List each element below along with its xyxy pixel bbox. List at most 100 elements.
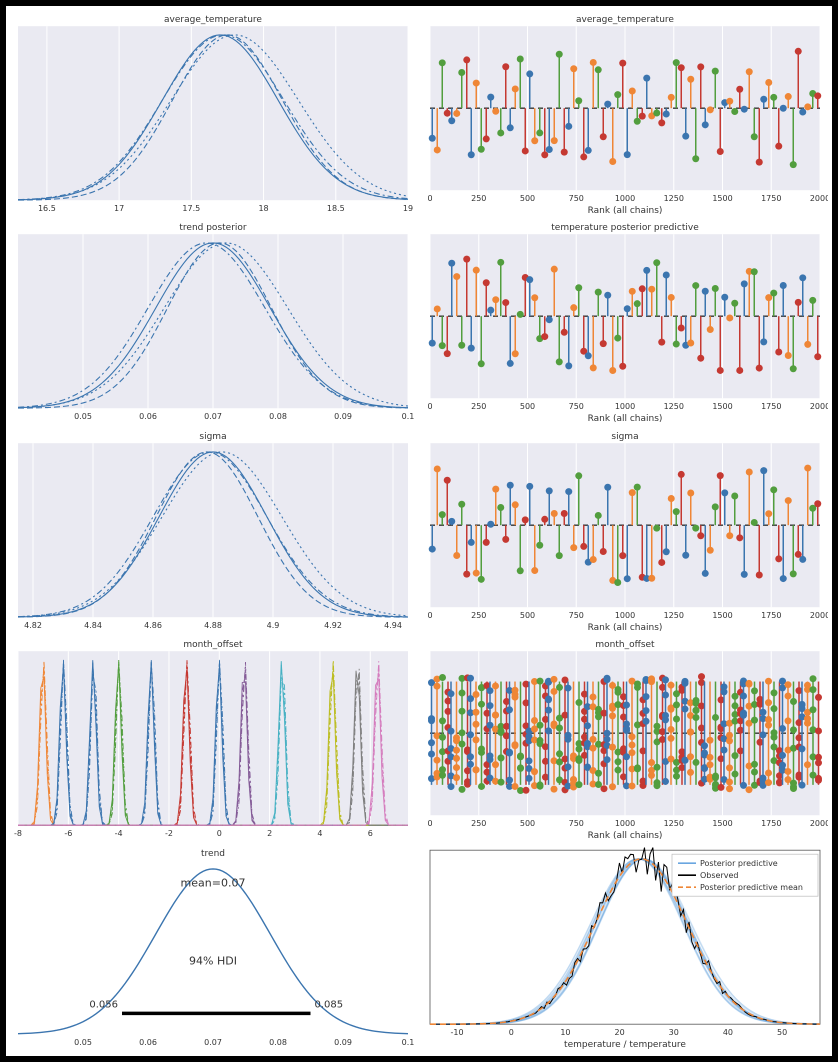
rank-marker <box>697 532 704 539</box>
rank-marker <box>751 519 758 526</box>
rank-marker <box>760 467 767 474</box>
rank-marker <box>765 510 772 517</box>
rank-marker <box>717 472 724 479</box>
rank-marker <box>536 129 543 136</box>
rank-marker <box>799 108 806 115</box>
x-tick-label: 6 <box>368 829 373 838</box>
rank-marker <box>629 87 636 94</box>
panel-grid: 16.51717.51818.519average_temperature 02… <box>10 12 828 1050</box>
rank-marker <box>551 786 558 793</box>
x-tick-label: 4.88 <box>204 621 222 630</box>
x-tick-label: 750 <box>569 611 584 620</box>
panel-kde-sigma: 4.824.844.864.884.94.924.94sigma <box>10 429 416 633</box>
panel-rank-sigma: 025050075010001250150017502000sigmaRank … <box>422 429 828 633</box>
rank-marker <box>726 532 733 539</box>
rank-marker <box>712 68 719 75</box>
panel-kde-month-offset: -8-6-4-20246month_offset <box>10 637 416 841</box>
rank-marker <box>756 571 763 578</box>
rank-marker <box>692 282 699 289</box>
rank-marker <box>717 148 724 155</box>
rank-marker <box>546 146 553 153</box>
rank-marker <box>678 471 685 478</box>
x-tick-label: 1000 <box>615 403 635 412</box>
rank-marker <box>736 534 743 541</box>
rank-marker <box>785 352 792 359</box>
rank-marker <box>561 510 568 517</box>
x-tick-label: 1250 <box>664 403 684 412</box>
rank-marker <box>653 109 660 116</box>
rank-marker <box>541 516 548 523</box>
panel-kde-trend: 0.050.060.070.080.090.1trend posterior <box>10 220 416 424</box>
rank-marker <box>439 511 446 518</box>
rank-marker <box>463 256 470 263</box>
x-tick-label: 2000 <box>810 403 828 412</box>
rank-marker <box>497 504 504 511</box>
rank-marker <box>556 359 563 366</box>
x-tick-label: 1500 <box>712 194 732 203</box>
rank-marker <box>717 367 724 374</box>
x-tick-label: 4.86 <box>144 621 162 630</box>
rank-marker <box>565 123 572 130</box>
panel-title: sigma <box>199 432 226 442</box>
legend-label: Posterior predictive <box>700 859 778 868</box>
x-tick-label: 0 <box>509 1028 514 1037</box>
rank-marker <box>600 548 607 555</box>
rank-marker <box>565 363 572 370</box>
x-tick-label: 1250 <box>664 611 684 620</box>
rank-marker <box>580 153 587 160</box>
x-tick-label: -8 <box>14 829 22 838</box>
x-tick-label: 2 <box>267 829 272 838</box>
panel-kde-avg-temp: 16.51717.51818.519average_temperature <box>10 12 416 216</box>
rank-marker <box>673 508 680 515</box>
rank-marker <box>790 161 797 168</box>
rank-marker <box>458 501 465 508</box>
rank-marker <box>561 329 568 336</box>
x-tick-label: 4.92 <box>324 621 342 630</box>
rank-marker <box>760 96 767 103</box>
x-tick-label: 10 <box>560 1028 570 1037</box>
rank-marker <box>751 269 758 276</box>
rank-marker <box>590 556 597 563</box>
rank-marker <box>785 93 792 100</box>
rank-marker <box>770 94 777 101</box>
x-tick-label: 17 <box>114 204 124 213</box>
x-tick-label: 0.08 <box>269 413 287 422</box>
x-tick-label: 1500 <box>712 611 732 620</box>
panel-title: average_temperature <box>164 15 262 25</box>
rank-marker <box>512 351 519 358</box>
rank-marker <box>551 137 558 144</box>
rank-marker <box>531 137 538 144</box>
x-tick-label: 250 <box>471 403 486 412</box>
rank-marker <box>746 68 753 75</box>
plot-background <box>18 26 408 200</box>
x-axis-label: Rank (all chains) <box>588 623 663 633</box>
rank-marker <box>604 484 611 491</box>
rank-marker <box>624 306 631 313</box>
rank-marker <box>570 65 577 72</box>
panel-rank-ppc: 025050075010001250150017502000temperatur… <box>422 220 828 424</box>
rank-marker <box>492 108 499 115</box>
rank-marker <box>658 559 665 566</box>
rank-marker <box>756 365 763 372</box>
rank-marker <box>439 674 446 681</box>
rank-marker <box>634 118 641 125</box>
hdi-low-label: 0.056 <box>89 999 118 1010</box>
rank-marker <box>507 482 514 489</box>
rank-marker <box>629 288 636 295</box>
rank-marker <box>492 485 499 492</box>
rank-marker <box>682 133 689 140</box>
rank-marker <box>814 92 821 99</box>
rank-marker <box>619 552 626 559</box>
rank-marker <box>546 487 553 494</box>
rank-marker <box>502 299 509 306</box>
rank-marker <box>439 59 446 66</box>
rank-marker <box>575 472 582 479</box>
rank-marker <box>698 673 705 680</box>
rank-marker <box>531 295 538 302</box>
x-tick-label: 750 <box>569 403 584 412</box>
x-tick-label: 19 <box>403 204 413 213</box>
rank-marker <box>673 341 680 348</box>
rank-marker <box>785 497 792 504</box>
rank-marker <box>721 294 728 301</box>
rank-marker <box>448 518 455 525</box>
